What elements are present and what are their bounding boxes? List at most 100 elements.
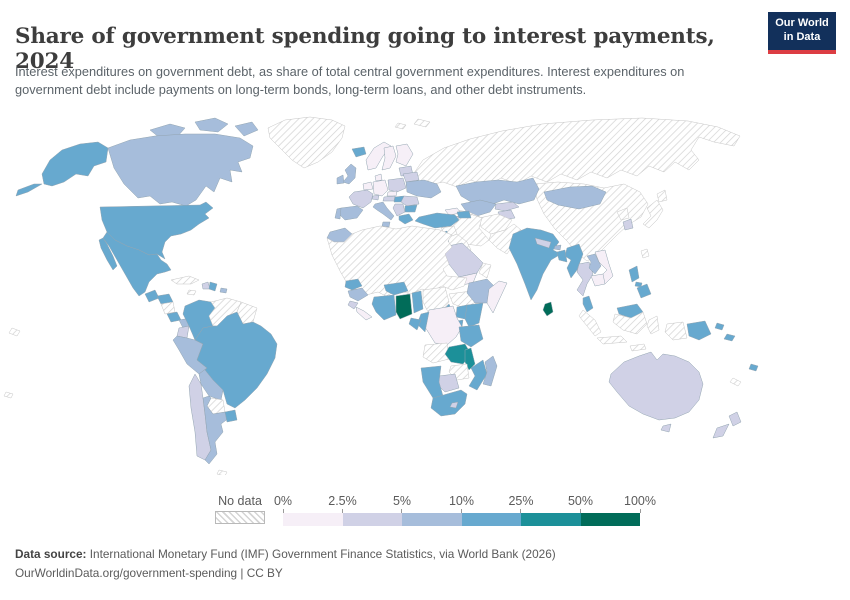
country-kyrgyzstan[interactable] bbox=[494, 201, 520, 212]
country-mozambique[interactable] bbox=[468, 359, 488, 391]
country-somalia[interactable] bbox=[486, 280, 508, 314]
country-cote-divoire[interactable] bbox=[371, 294, 397, 321]
country-finland[interactable] bbox=[395, 143, 414, 167]
country-japan[interactable] bbox=[656, 189, 668, 203]
country-fiji[interactable] bbox=[748, 363, 759, 372]
country-papua-new-guinea[interactable] bbox=[686, 320, 712, 341]
country-belarus[interactable] bbox=[402, 171, 420, 183]
country-nepal[interactable] bbox=[534, 237, 552, 249]
country-indonesia[interactable] bbox=[578, 309, 602, 337]
country-south-korea[interactable] bbox=[622, 218, 634, 231]
country-bhutan[interactable] bbox=[553, 244, 562, 251]
owid-logo[interactable]: Our World in Data bbox=[768, 12, 836, 54]
country-ukraine[interactable] bbox=[405, 179, 442, 199]
country-uruguay[interactable] bbox=[224, 409, 238, 423]
country-philippines[interactable] bbox=[628, 265, 640, 283]
legend-color-bar[interactable] bbox=[283, 513, 640, 526]
legend-bin-0[interactable] bbox=[283, 513, 343, 526]
country-mongolia[interactable] bbox=[543, 185, 607, 210]
country-solomon-islands[interactable] bbox=[723, 333, 736, 342]
country-papua-new-guinea[interactable] bbox=[714, 322, 725, 331]
country-new-zealand[interactable] bbox=[712, 423, 730, 439]
legend-bin-4[interactable] bbox=[521, 513, 581, 526]
country-jamaica[interactable] bbox=[186, 289, 197, 296]
country-ghana[interactable] bbox=[395, 293, 413, 320]
country-balkans[interactable] bbox=[392, 203, 406, 217]
country-madagascar[interactable] bbox=[482, 355, 498, 387]
region-pacific-islands[interactable] bbox=[3, 391, 14, 399]
country-south-africa[interactable] bbox=[430, 389, 468, 417]
country-uk[interactable] bbox=[342, 163, 357, 185]
country-puerto-rico[interactable] bbox=[219, 287, 228, 294]
country-tanzania[interactable] bbox=[458, 324, 484, 348]
country-argentina[interactable] bbox=[202, 395, 230, 465]
country-nicaragua[interactable] bbox=[160, 301, 176, 315]
country-malaysia[interactable] bbox=[582, 295, 594, 313]
country-taiwan[interactable] bbox=[640, 248, 650, 259]
country-angola[interactable] bbox=[422, 342, 450, 364]
country-indonesia[interactable] bbox=[629, 343, 647, 352]
country-france[interactable] bbox=[348, 189, 374, 209]
country-ireland[interactable] bbox=[336, 174, 345, 185]
country-gabon[interactable] bbox=[408, 317, 422, 331]
country-azerbaijan[interactable] bbox=[456, 210, 472, 219]
country-senegal[interactable] bbox=[344, 278, 363, 291]
country-myanmar[interactable] bbox=[564, 243, 584, 279]
region-canadian-arctic[interactable] bbox=[234, 121, 259, 137]
country-philippines[interactable] bbox=[636, 283, 652, 299]
country-switzerland[interactable] bbox=[371, 194, 380, 201]
country-italy[interactable] bbox=[372, 201, 395, 221]
country-mexico[interactable] bbox=[98, 237, 118, 271]
country-australia[interactable] bbox=[608, 351, 704, 421]
country-cambodia[interactable] bbox=[590, 273, 606, 287]
country-indonesia[interactable] bbox=[664, 321, 688, 341]
country-uganda[interactable] bbox=[455, 304, 468, 320]
country-sweden[interactable] bbox=[381, 145, 397, 171]
country-oman[interactable] bbox=[478, 262, 492, 279]
country-russia[interactable] bbox=[413, 117, 741, 188]
country-mexico[interactable] bbox=[102, 231, 172, 297]
country-new-zealand[interactable] bbox=[728, 411, 742, 427]
country-costa-rica[interactable] bbox=[166, 311, 182, 323]
country-falkland-islands[interactable] bbox=[216, 469, 228, 477]
country-japan[interactable] bbox=[642, 199, 664, 229]
country-burkina-faso[interactable] bbox=[383, 281, 409, 296]
country-canada[interactable] bbox=[107, 133, 254, 207]
country-dominican-republic[interactable] bbox=[208, 281, 218, 292]
legend-bin-5[interactable] bbox=[580, 513, 640, 526]
region-pacific-islands[interactable] bbox=[8, 327, 21, 337]
country-portugal[interactable] bbox=[334, 207, 342, 220]
country-germany[interactable] bbox=[372, 179, 389, 197]
country-denmark[interactable] bbox=[374, 173, 383, 182]
legend-no-data-swatch[interactable] bbox=[215, 511, 265, 524]
country-liberia[interactable] bbox=[355, 306, 373, 321]
country-usa-alaska[interactable] bbox=[15, 183, 43, 197]
country-netherlands-belgium[interactable] bbox=[362, 181, 374, 191]
country-indonesia[interactable] bbox=[612, 311, 648, 335]
country-poland[interactable] bbox=[387, 177, 407, 193]
legend-bin-3[interactable] bbox=[461, 513, 521, 526]
country-bulgaria[interactable] bbox=[404, 204, 418, 213]
country-svalbard[interactable] bbox=[394, 122, 407, 130]
country-greece[interactable] bbox=[398, 213, 414, 225]
country-austria[interactable] bbox=[382, 195, 396, 202]
country-guinea[interactable] bbox=[347, 287, 369, 302]
country-indonesia[interactable] bbox=[596, 335, 628, 345]
country-malawi[interactable] bbox=[464, 347, 476, 371]
country-cuba[interactable] bbox=[170, 275, 200, 285]
country-togo-benin[interactable] bbox=[411, 290, 424, 314]
region-canadian-arctic[interactable] bbox=[194, 117, 229, 133]
country-svalbard[interactable] bbox=[413, 118, 431, 128]
country-lesotho[interactable] bbox=[449, 401, 459, 409]
country-turkey[interactable] bbox=[414, 212, 460, 229]
country-haiti[interactable] bbox=[201, 281, 211, 290]
country-greenland[interactable] bbox=[267, 116, 346, 169]
country-australia[interactable] bbox=[660, 423, 672, 433]
country-north-korea[interactable] bbox=[616, 207, 630, 221]
region-sahara[interactable] bbox=[326, 225, 468, 297]
country-sri-lanka[interactable] bbox=[542, 301, 554, 317]
country-iceland[interactable] bbox=[351, 146, 367, 158]
country-czechia[interactable] bbox=[386, 190, 398, 197]
country-usa-alaska[interactable] bbox=[41, 141, 109, 187]
legend-bin-1[interactable] bbox=[342, 513, 402, 526]
